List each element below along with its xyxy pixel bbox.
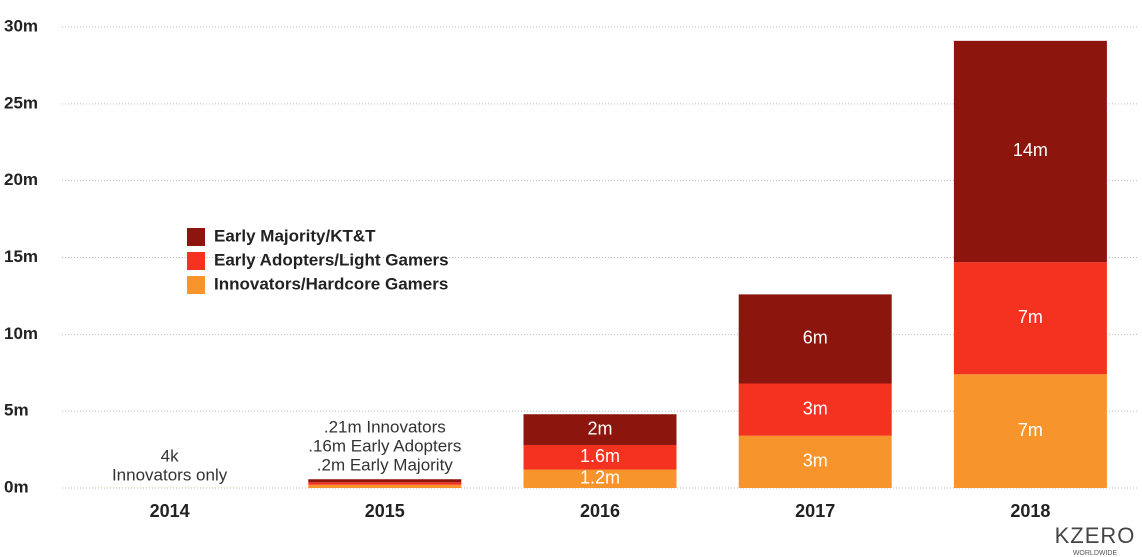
value-label: 1.6m [580,446,620,466]
bar-segment [308,484,462,488]
legend-swatch [187,252,205,270]
bar-segment [738,383,892,436]
y-tick-label: 20m [4,170,38,189]
logo-subtitle: WORLDWIDE [1073,550,1118,557]
y-tick-label: 30m [4,16,38,35]
y-tick-label: 25m [4,93,38,112]
value-label: 1.2m [580,468,620,488]
y-tick-label: 5m [4,401,29,420]
annotation: 4k [161,446,179,465]
bar-segment [523,414,677,445]
bar-segment [953,40,1107,263]
y-tick-label: 10m [4,324,38,343]
legend-label: Early Adopters/Light Gamers [214,250,449,269]
annotation: .21m Innovators [324,417,446,436]
bar-segment [738,435,892,488]
x-tick-label: 2018 [1010,501,1050,521]
bar-segment [953,262,1107,375]
bar-segment [953,374,1107,488]
legend-swatch [187,276,205,294]
annotation: .2m Early Majority [317,455,454,474]
value-label: 2m [587,418,612,438]
x-tick-label: 2016 [580,501,620,521]
bar-segment [523,469,677,488]
legend-swatch [187,228,205,246]
annotation: Innovators only [112,465,228,484]
annotation: .16m Early Adopters [308,436,461,455]
value-label: 3m [803,451,828,471]
value-label: 6m [803,328,828,348]
y-tick-label: 15m [4,247,38,266]
legend-label: Early Majority/KT&T [214,226,376,245]
value-label: 7m [1018,307,1043,327]
logo: KZERO [1055,523,1136,548]
bar-segment [523,444,677,470]
bar-segment [738,294,892,384]
value-label: 7m [1018,420,1043,440]
bar-segment [308,482,462,485]
bar-segment [308,479,462,483]
x-tick-label: 2014 [150,501,190,521]
x-tick-label: 2017 [795,501,835,521]
value-label: 3m [803,398,828,418]
legend-label: Innovators/Hardcore Gamers [214,274,448,293]
y-tick-label: 0m [4,477,29,496]
x-tick-label: 2015 [365,501,405,521]
value-label: 14m [1013,140,1048,160]
